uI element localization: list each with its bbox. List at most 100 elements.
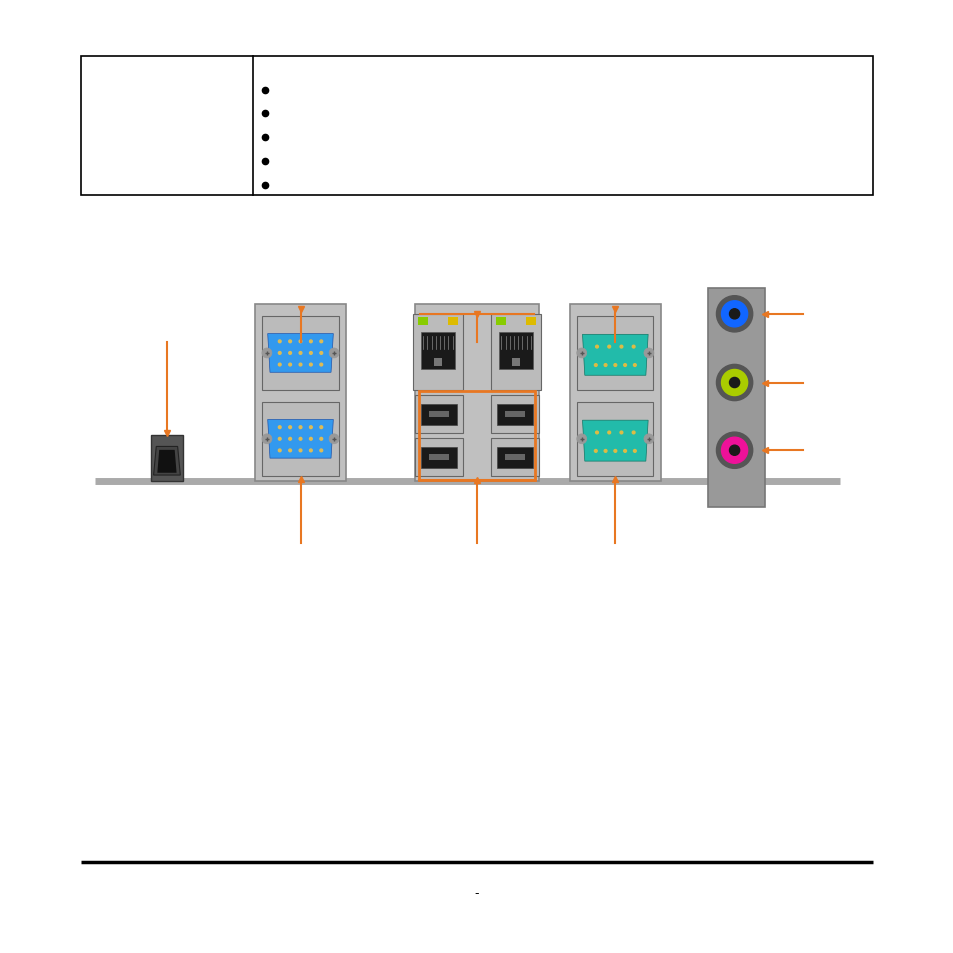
Bar [417,317,428,325]
Circle shape [262,435,272,444]
Circle shape [319,450,322,453]
Polygon shape [582,421,647,461]
Bar [415,438,462,476]
Bar [497,404,533,425]
Circle shape [729,378,739,388]
Circle shape [619,432,622,435]
Circle shape [594,364,597,367]
Circle shape [319,426,322,429]
Bar [255,305,345,481]
Circle shape [319,438,322,440]
Circle shape [633,364,636,367]
Circle shape [278,450,281,453]
Circle shape [623,364,626,367]
Circle shape [720,437,747,464]
Circle shape [319,353,322,355]
Circle shape [720,370,747,396]
Circle shape [289,450,292,453]
Circle shape [299,426,301,429]
Circle shape [309,450,312,453]
Bar [577,402,653,476]
Circle shape [278,426,281,429]
Circle shape [614,450,616,453]
Bar [491,314,540,391]
Circle shape [614,364,616,367]
Circle shape [607,346,610,349]
Circle shape [619,346,622,349]
Circle shape [716,296,752,333]
Circle shape [278,340,281,343]
Bar [413,314,462,391]
Circle shape [329,435,338,444]
Bar [429,455,448,460]
Circle shape [594,450,597,453]
Bar [151,436,183,481]
Circle shape [278,364,281,367]
Circle shape [577,435,586,444]
Circle shape [632,432,635,435]
Circle shape [299,353,301,355]
Polygon shape [157,451,176,474]
Circle shape [603,364,606,367]
Bar [498,333,533,370]
Circle shape [278,438,281,440]
Circle shape [309,353,312,355]
Bar [491,438,538,476]
Polygon shape [153,447,180,476]
Circle shape [299,438,301,440]
Circle shape [716,433,752,469]
Circle shape [729,310,739,319]
Polygon shape [268,335,333,373]
Circle shape [309,438,312,440]
Circle shape [299,364,301,367]
Circle shape [720,301,747,328]
Bar [505,455,524,460]
Bar [415,395,462,434]
Circle shape [299,340,301,343]
Text: -: - [475,886,478,900]
Bar [262,402,338,476]
Bar [512,358,519,367]
Bar [418,392,535,480]
Circle shape [577,349,586,358]
Bar [491,395,538,434]
Circle shape [289,340,292,343]
Circle shape [319,364,322,367]
Circle shape [643,435,653,444]
Circle shape [309,364,312,367]
Circle shape [289,364,292,367]
Circle shape [643,349,653,358]
Circle shape [289,353,292,355]
Circle shape [289,426,292,429]
Bar [415,305,538,481]
Circle shape [729,446,739,456]
Circle shape [309,340,312,343]
Bar [420,447,456,468]
Bar [525,317,536,325]
Circle shape [329,349,338,358]
Circle shape [623,450,626,453]
Bar [420,333,455,370]
Bar [707,289,764,508]
Circle shape [603,450,606,453]
Bar [496,317,506,325]
Circle shape [262,349,272,358]
Bar [570,305,659,481]
Polygon shape [582,335,647,375]
Circle shape [289,438,292,440]
Circle shape [319,340,322,343]
Bar [577,316,653,391]
Circle shape [278,353,281,355]
Bar [420,404,456,425]
Circle shape [299,450,301,453]
Bar [447,317,457,325]
Bar [505,412,524,417]
Bar [434,358,441,367]
Circle shape [595,432,598,435]
Bar [497,447,533,468]
Bar [429,412,448,417]
Bar [262,316,338,391]
Circle shape [607,432,610,435]
Circle shape [632,346,635,349]
Circle shape [309,426,312,429]
